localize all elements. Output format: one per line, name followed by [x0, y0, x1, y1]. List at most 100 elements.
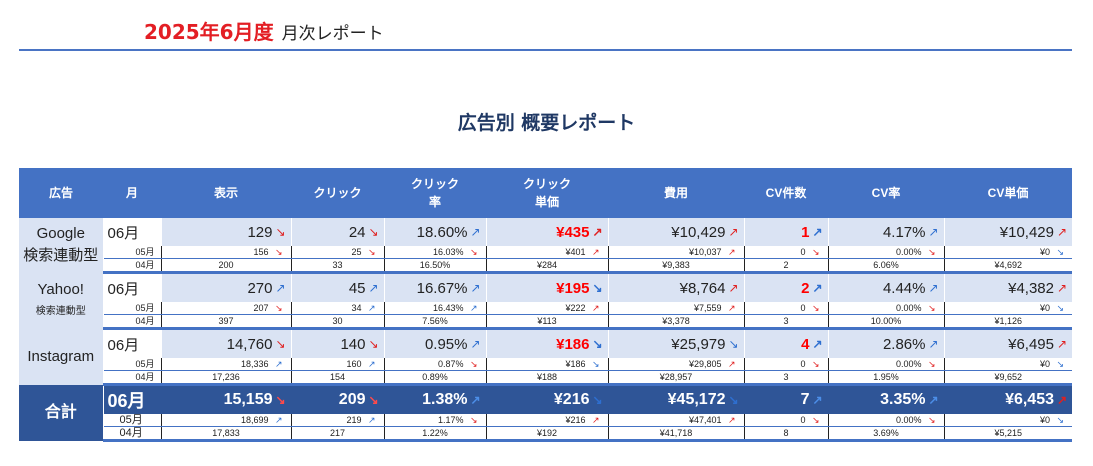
value-text: 0.87% — [437, 359, 464, 369]
value-cell: 16.50% — [383, 258, 486, 274]
table-row: Instagram 06月 14,760 ↘ 140 ↘ 0.95% ↗ ¥186 ↘ ¥25,97… — [19, 328, 1072, 385]
value-cell: 1.17% ↘ — [383, 414, 486, 427]
value-text: ¥188 — [536, 372, 558, 382]
table-row: 04月 200 33 16.50% ¥284 ¥9,383 2 6.06% ¥4,692 — [19, 258, 1072, 274]
value-text: ¥0 — [1039, 359, 1050, 369]
column-header-label: 広告 — [48, 186, 73, 200]
value-text: 10.00% — [870, 316, 902, 326]
value-cell: 0 ↘ — [743, 414, 828, 427]
value-text: 25 — [351, 247, 362, 257]
arrow-down-right-icon: ↘ — [927, 303, 936, 313]
column-header: 広告 — [19, 168, 103, 218]
value-cell: 7.56% — [383, 314, 486, 330]
value-cell: 209 ↘ — [290, 384, 384, 414]
value-text: ¥435 — [556, 223, 590, 241]
value-cell: ¥192 — [485, 426, 608, 442]
value-cell: 8 — [743, 426, 828, 442]
value-text: 217 — [329, 428, 346, 438]
ad-name: Google — [36, 225, 85, 243]
value-cell: 1.95% — [827, 370, 944, 386]
value-text: 30 — [332, 316, 343, 326]
value-cell: ¥6,495 ↗ — [943, 328, 1072, 358]
value-cell: 2 ↗ — [743, 272, 828, 302]
value-cell: 2 — [743, 258, 828, 274]
value-cell: 6.06% — [827, 258, 944, 274]
value-cell: 397 — [160, 314, 291, 330]
value-text: ¥186 — [556, 335, 590, 353]
value-cell: 0.00% ↘ — [827, 414, 944, 427]
value-text: ¥0 — [1039, 303, 1050, 313]
value-text: ¥28,957 — [659, 372, 693, 382]
value-text: 2 — [801, 279, 810, 297]
value-text: 16.03% — [432, 247, 464, 257]
value-text: 17,833 — [212, 428, 240, 438]
arrow-up-right-icon: ↗ — [928, 393, 939, 407]
arrow-up-right-icon: ↗ — [727, 247, 736, 257]
arrow-down-right-icon: ↘ — [592, 337, 603, 351]
value-text: 7.56% — [422, 316, 448, 326]
arrow-up-right-icon: ↗ — [727, 359, 736, 369]
value-cell: 16.67% ↗ — [383, 272, 486, 302]
value-cell: ¥4,382 ↗ — [943, 272, 1072, 302]
ad-name-cell: Google 検索連動型 — [19, 218, 104, 273]
arrow-up-right-icon: ↗ — [1056, 337, 1067, 351]
column-header-label: CV件数 — [765, 186, 807, 200]
value-cell: 17,833 — [160, 426, 291, 442]
arrow-up-right-icon: ↗ — [274, 359, 283, 369]
value-cell: ¥186 ↘ — [485, 328, 608, 358]
arrow-up-right-icon: ↗ — [591, 303, 600, 313]
ad-name-cell: 合計 — [19, 384, 104, 441]
value-text: 3 — [783, 372, 789, 382]
value-cell: 129 ↘ — [160, 218, 291, 246]
arrow-down-right-icon: ↘ — [728, 337, 739, 351]
report-year-month: 2025年6月度 — [144, 20, 274, 44]
value-text: ¥222 — [565, 303, 586, 313]
value-text: ¥6,453 — [1005, 391, 1054, 408]
column-header-label: 月 — [125, 186, 138, 200]
value-cell: ¥5,215 — [943, 426, 1072, 442]
arrow-down-right-icon: ↘ — [927, 359, 936, 369]
value-text: 270 — [247, 279, 273, 297]
value-cell: 1.22% — [383, 426, 486, 442]
value-text: ¥9,652 — [994, 372, 1023, 382]
report-header: 2025年6月度 月次レポート — [144, 16, 384, 46]
arrow-up-right-icon: ↗ — [470, 393, 481, 407]
arrow-up-right-icon: ↗ — [928, 337, 939, 351]
value-text: 24 — [348, 223, 366, 241]
column-header: CV件数 — [744, 168, 828, 218]
table-row: 合計 06月 15,159 ↘ 209 ↘ 1.38% ↗ ¥216 ↘ ¥45,172 ↘ 7 ↗ 3.3… — [19, 384, 1072, 441]
column-header-label: 費用 — [663, 186, 688, 200]
arrow-up-right-icon: ↗ — [470, 337, 481, 351]
table-row: 05月 207 ↘ 34 ↗ 16.43% ↗ ¥222 ↗ ¥7,559 ↗ 0 ↘ 0.00% ↘ ¥0 ↘ — [19, 302, 1072, 315]
column-header: クリック 単価 — [486, 168, 608, 218]
value-cell: 45 ↗ — [290, 272, 384, 302]
value-cell: ¥188 — [485, 370, 608, 386]
value-cell: ¥7,559 ↗ — [607, 302, 744, 315]
column-header: 表示 — [161, 168, 291, 218]
value-text: ¥10,429 — [671, 223, 726, 241]
value-cell: 18,699 ↗ — [160, 414, 291, 427]
value-text: 209 — [338, 391, 366, 408]
value-text: 1.17% — [437, 415, 464, 425]
value-cell: ¥25,979 ↘ — [607, 328, 744, 358]
value-cell: ¥435 ↗ — [485, 218, 608, 246]
value-text: 397 — [218, 316, 234, 326]
arrow-down-right-icon: ↘ — [591, 359, 600, 369]
value-cell: ¥29,805 ↗ — [607, 358, 744, 371]
arrow-down-right-icon: ↘ — [469, 415, 478, 425]
arrow-down-right-icon: ↘ — [927, 247, 936, 257]
value-text: 140 — [340, 335, 366, 353]
value-text: 45 — [348, 279, 366, 297]
month-cell: 06月 — [103, 384, 161, 414]
value-cell: 10.00% — [827, 314, 944, 330]
arrow-up-right-icon: ↗ — [928, 281, 939, 295]
value-text: ¥10,429 — [999, 223, 1054, 241]
value-text: 156 — [253, 247, 269, 257]
value-text: ¥45,172 — [667, 391, 726, 408]
value-text: 1 — [801, 223, 810, 241]
column-header-label: クリック — [313, 186, 362, 200]
ad-name: 合計 — [44, 403, 77, 421]
value-cell: 24 ↘ — [290, 218, 384, 246]
value-cell: 207 ↘ — [160, 302, 291, 315]
value-text: 0.00% — [895, 303, 922, 313]
